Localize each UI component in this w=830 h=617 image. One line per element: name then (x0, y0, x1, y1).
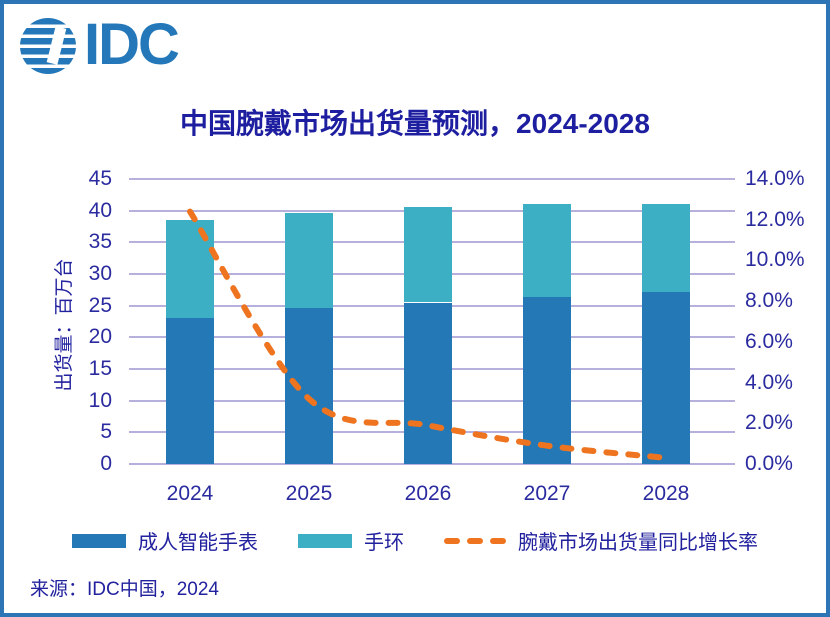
x-axis-label: 2026 (404, 482, 452, 505)
gridline (129, 463, 735, 465)
bar-segment-band (523, 204, 571, 297)
y-axis-tick-label: 30 (88, 262, 112, 285)
y-axis-tick-label: 45 (88, 167, 112, 190)
bar-segment-band (404, 206, 452, 303)
y-axis-tick-label: 5 (100, 420, 112, 444)
legend-swatch-icon (72, 533, 126, 548)
x-axis-label: 2024 (166, 482, 214, 505)
legend-item: 成人智能手表 (72, 526, 258, 555)
secondary-axis-tick-label: 2.0% (745, 411, 793, 435)
bar-segment-band (642, 203, 690, 293)
y-axis-tick-label: 25 (88, 293, 112, 317)
secondary-axis-tick-label: 10.0% (745, 248, 805, 272)
legend-label: 成人智能手表 (138, 532, 258, 554)
secondary-axis-tick-label: 8.0% (745, 289, 793, 313)
y-axis-tick-label: 20 (88, 325, 112, 349)
idc-globe-icon (20, 18, 76, 74)
secondary-axis-tick-label: 6.0% (745, 329, 793, 353)
legend-item: 手环 (298, 526, 404, 555)
bar-segment-watch (285, 307, 333, 464)
legend-item: 腕戴市场出货量同比增长率 (444, 526, 758, 555)
source-note: 来源：IDC中国，2024 (30, 579, 219, 600)
y-axis-tick-label: 0 (100, 452, 112, 475)
chart-title: 中国腕戴市场出货量预测，2024-2028 (180, 108, 650, 139)
legend-label: 腕戴市场出货量同比增长率 (518, 532, 758, 554)
bar-segment-band (285, 212, 333, 308)
y-axis-tick-label: 35 (88, 230, 112, 254)
legend: 成人智能手表 手环 腕戴市场出货量同比增长率 (0, 526, 830, 555)
y-axis-tick-label: 15 (88, 357, 112, 380)
secondary-axis-tick-label: 12.0% (745, 207, 805, 231)
bar-segment-watch (166, 318, 214, 464)
secondary-axis-tick-label: 4.0% (745, 370, 793, 394)
bar-segment-watch (523, 296, 571, 464)
x-axis-label: 2028 (642, 482, 690, 505)
dash (490, 537, 506, 544)
bar-segment-watch (642, 292, 690, 464)
legend-swatch-icon (298, 533, 352, 548)
bar-segment-watch (404, 302, 452, 464)
legend-dash-icon (444, 537, 506, 544)
y-axis-tick-label: 10 (88, 388, 112, 412)
gridline (129, 178, 735, 180)
secondary-axis-tick-label: 14.0% (745, 167, 805, 190)
dash (467, 537, 483, 544)
dash (444, 537, 460, 544)
idc-logo-text: IDC (84, 12, 180, 77)
y-axis-tick-label: 40 (88, 198, 112, 222)
secondary-axis-tick-label: 0.0% (745, 452, 793, 475)
x-axis-label: 2025 (285, 482, 333, 505)
x-axis-label: 2027 (523, 482, 571, 505)
bar-segment-band (166, 219, 214, 319)
legend-label: 手环 (364, 532, 404, 554)
